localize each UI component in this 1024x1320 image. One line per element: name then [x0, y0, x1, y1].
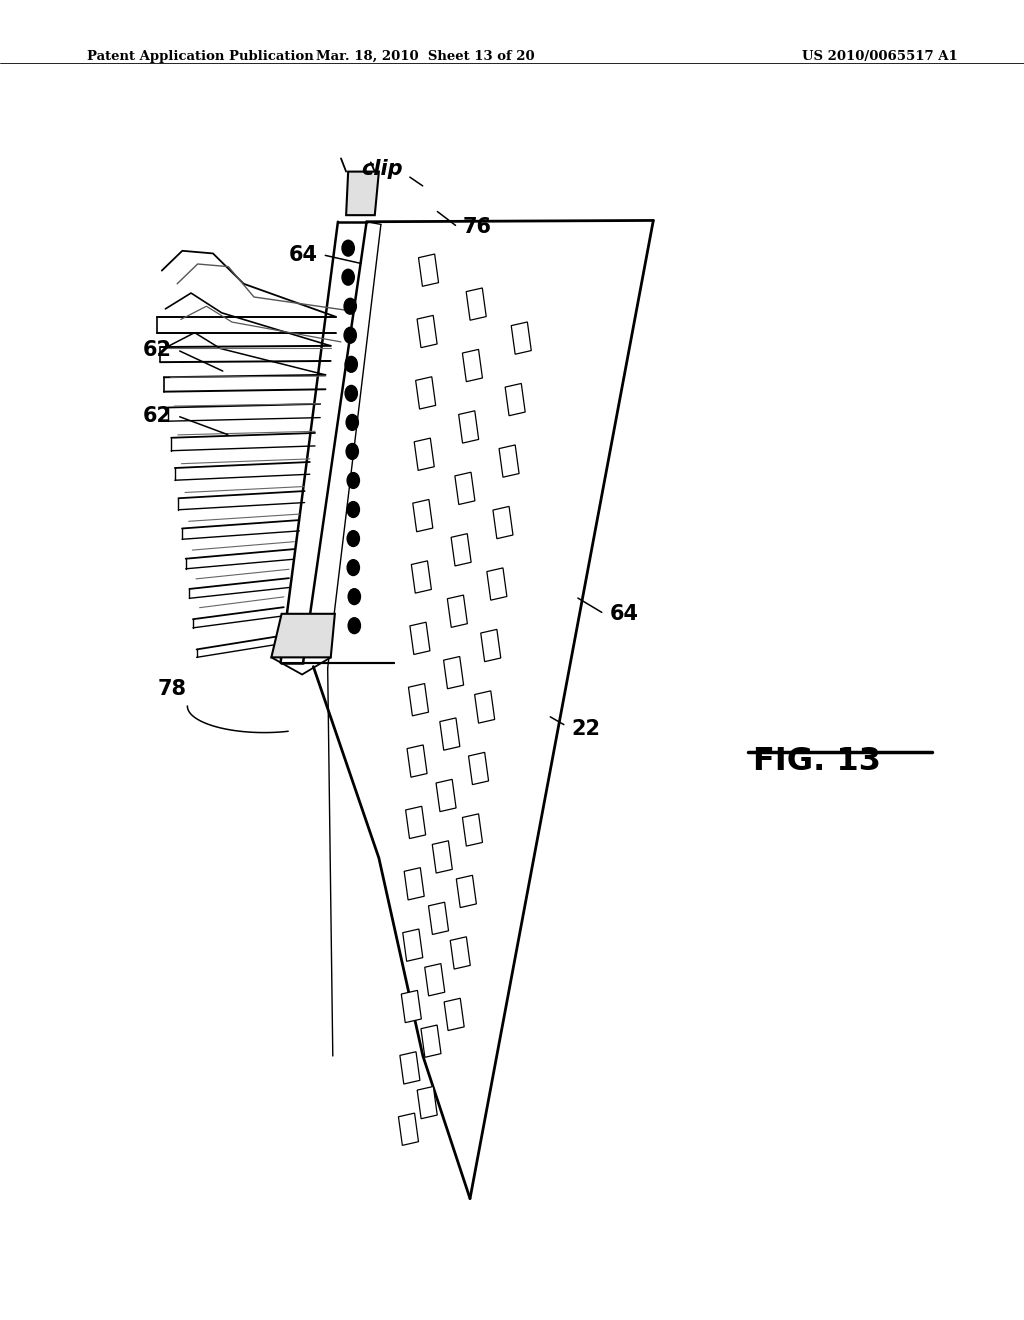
Polygon shape: [480, 630, 501, 661]
Polygon shape: [417, 315, 437, 347]
Polygon shape: [475, 690, 495, 723]
Polygon shape: [486, 568, 507, 601]
Polygon shape: [406, 807, 426, 838]
Polygon shape: [451, 937, 470, 969]
Polygon shape: [439, 718, 460, 750]
Polygon shape: [499, 445, 519, 478]
Polygon shape: [443, 656, 464, 689]
Text: 76: 76: [463, 216, 492, 238]
Polygon shape: [421, 1026, 441, 1057]
Polygon shape: [413, 499, 433, 532]
Polygon shape: [447, 595, 467, 627]
Circle shape: [347, 531, 359, 546]
Polygon shape: [457, 875, 476, 908]
Polygon shape: [455, 473, 475, 504]
Text: 22: 22: [571, 718, 600, 739]
Polygon shape: [346, 172, 379, 215]
Text: clip: clip: [360, 158, 402, 180]
Polygon shape: [404, 867, 424, 900]
Circle shape: [347, 473, 359, 488]
Polygon shape: [459, 411, 478, 444]
Polygon shape: [398, 1113, 419, 1146]
Text: 62: 62: [143, 405, 172, 426]
Polygon shape: [410, 622, 430, 655]
Text: US 2010/0065517 A1: US 2010/0065517 A1: [802, 50, 957, 63]
Polygon shape: [432, 841, 453, 873]
Polygon shape: [415, 438, 434, 470]
Polygon shape: [511, 322, 531, 354]
Polygon shape: [412, 561, 431, 593]
Polygon shape: [463, 350, 482, 381]
Polygon shape: [466, 288, 486, 321]
Circle shape: [347, 502, 359, 517]
Circle shape: [346, 414, 358, 430]
Circle shape: [348, 618, 360, 634]
Polygon shape: [417, 1086, 437, 1119]
Text: 64: 64: [609, 603, 638, 624]
Polygon shape: [408, 744, 427, 777]
Polygon shape: [271, 614, 335, 657]
Circle shape: [342, 240, 354, 256]
Polygon shape: [505, 383, 525, 416]
Circle shape: [344, 327, 356, 343]
Text: 62: 62: [143, 339, 172, 360]
Polygon shape: [463, 814, 482, 846]
Polygon shape: [409, 684, 428, 715]
Polygon shape: [401, 990, 421, 1023]
Text: FIG. 13: FIG. 13: [753, 746, 881, 776]
Polygon shape: [452, 533, 471, 566]
Circle shape: [348, 589, 360, 605]
Circle shape: [344, 298, 356, 314]
Polygon shape: [493, 507, 513, 539]
Text: Mar. 18, 2010  Sheet 13 of 20: Mar. 18, 2010 Sheet 13 of 20: [315, 50, 535, 63]
Circle shape: [342, 269, 354, 285]
Polygon shape: [469, 752, 488, 784]
Circle shape: [345, 385, 357, 401]
Text: 78: 78: [158, 678, 186, 700]
Polygon shape: [428, 902, 449, 935]
Circle shape: [346, 444, 358, 459]
Polygon shape: [419, 253, 438, 286]
Circle shape: [345, 356, 357, 372]
Polygon shape: [425, 964, 444, 995]
Circle shape: [347, 560, 359, 576]
Polygon shape: [400, 1052, 420, 1084]
Polygon shape: [436, 779, 456, 812]
Polygon shape: [402, 929, 423, 961]
Polygon shape: [444, 998, 464, 1031]
Polygon shape: [416, 376, 435, 409]
Text: 64: 64: [289, 244, 317, 265]
Text: Patent Application Publication: Patent Application Publication: [87, 50, 313, 63]
